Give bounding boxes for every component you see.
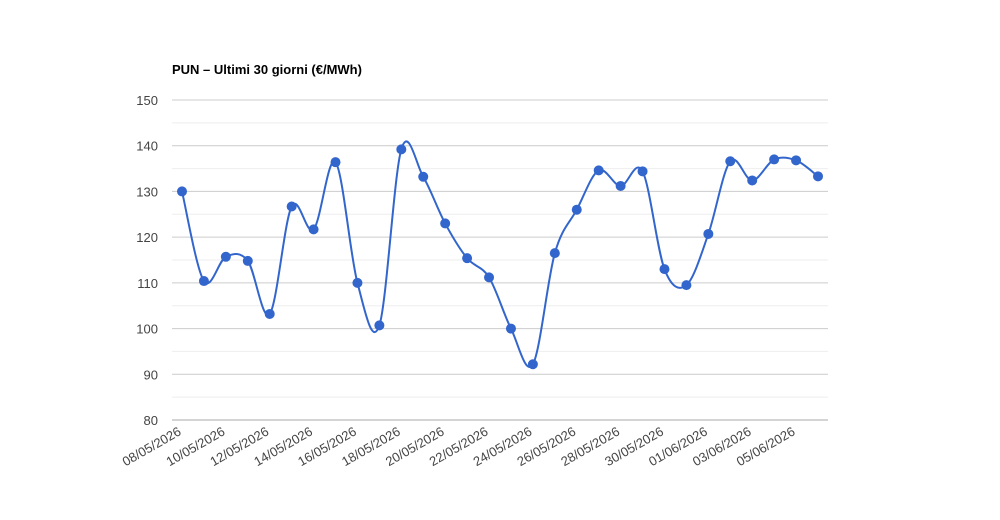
point bbox=[198, 276, 209, 287]
point bbox=[396, 144, 407, 155]
point bbox=[791, 155, 802, 166]
point bbox=[330, 157, 341, 168]
y-tick-label: 150 bbox=[136, 93, 158, 108]
y-tick-label: 110 bbox=[137, 276, 158, 291]
point bbox=[462, 253, 473, 264]
point bbox=[593, 165, 604, 176]
point bbox=[374, 320, 385, 331]
point bbox=[264, 308, 275, 319]
y-tick-label: 100 bbox=[136, 322, 158, 337]
point bbox=[615, 180, 626, 191]
point bbox=[484, 272, 495, 283]
point bbox=[177, 186, 187, 197]
point bbox=[549, 248, 560, 259]
point bbox=[571, 204, 582, 215]
point bbox=[659, 264, 670, 275]
point bbox=[681, 280, 692, 291]
point bbox=[286, 201, 297, 212]
y-tick-label: 120 bbox=[136, 230, 158, 245]
point bbox=[747, 175, 758, 186]
point bbox=[725, 156, 736, 167]
y-tick-label: 90 bbox=[144, 367, 158, 382]
point bbox=[637, 166, 648, 177]
chart-title: PUN – Ultimi 30 giorni (€/MWh) bbox=[172, 62, 362, 77]
y-tick-label: 140 bbox=[136, 139, 158, 154]
point bbox=[769, 154, 780, 165]
line bbox=[181, 140, 819, 368]
point bbox=[813, 171, 823, 182]
point bbox=[220, 251, 231, 262]
point bbox=[352, 277, 363, 288]
point bbox=[527, 359, 538, 370]
point bbox=[505, 323, 516, 334]
point bbox=[418, 171, 429, 182]
point bbox=[703, 228, 714, 239]
y-tick-label: 130 bbox=[136, 184, 158, 199]
point bbox=[440, 218, 451, 229]
point bbox=[308, 224, 319, 235]
point bbox=[242, 255, 253, 266]
y-tick-label: 80 bbox=[144, 413, 158, 428]
